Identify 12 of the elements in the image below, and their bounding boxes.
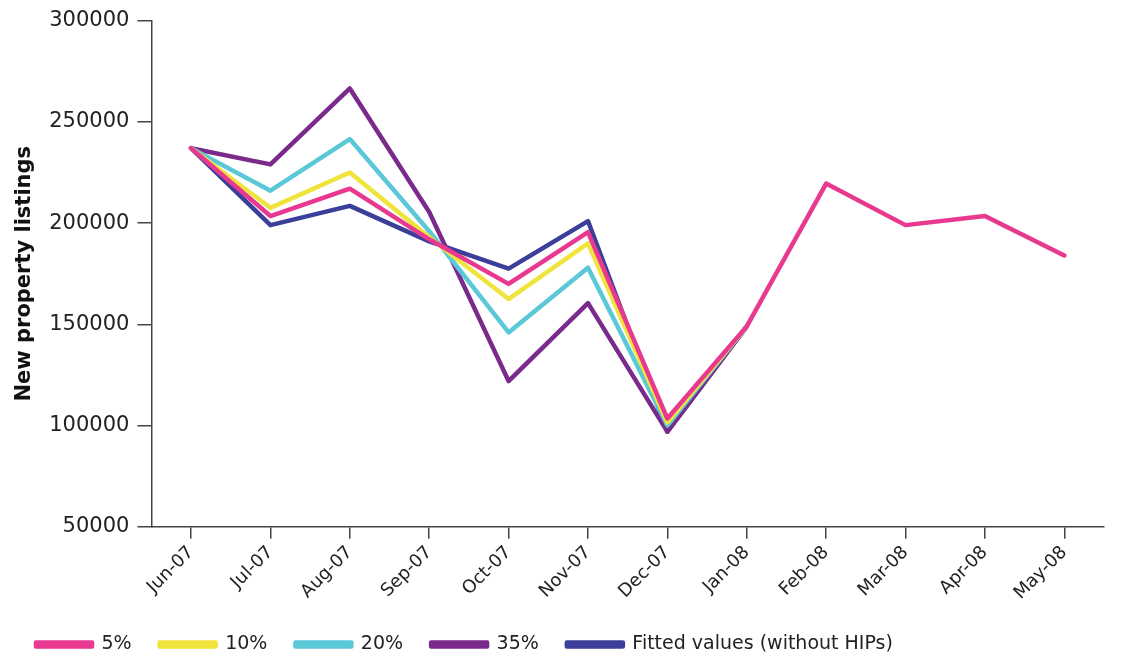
y-tick-label: 100000 — [49, 412, 130, 437]
y-tick-label: 150000 — [49, 310, 130, 335]
legend-label: 20% — [360, 631, 404, 654]
y-axis-title: New property listings — [11, 145, 36, 402]
legend-label: 5% — [101, 631, 132, 654]
legend-label: 35% — [496, 631, 539, 654]
legend-label: 10% — [225, 631, 268, 654]
y-tick-label: 300000 — [49, 7, 130, 32]
legend-label: Fitted values (without HIPs) — [632, 631, 893, 654]
y-tick-label: 50000 — [62, 513, 130, 538]
y-tick-label: 200000 — [49, 209, 130, 234]
y-tick-label: 250000 — [49, 108, 130, 133]
